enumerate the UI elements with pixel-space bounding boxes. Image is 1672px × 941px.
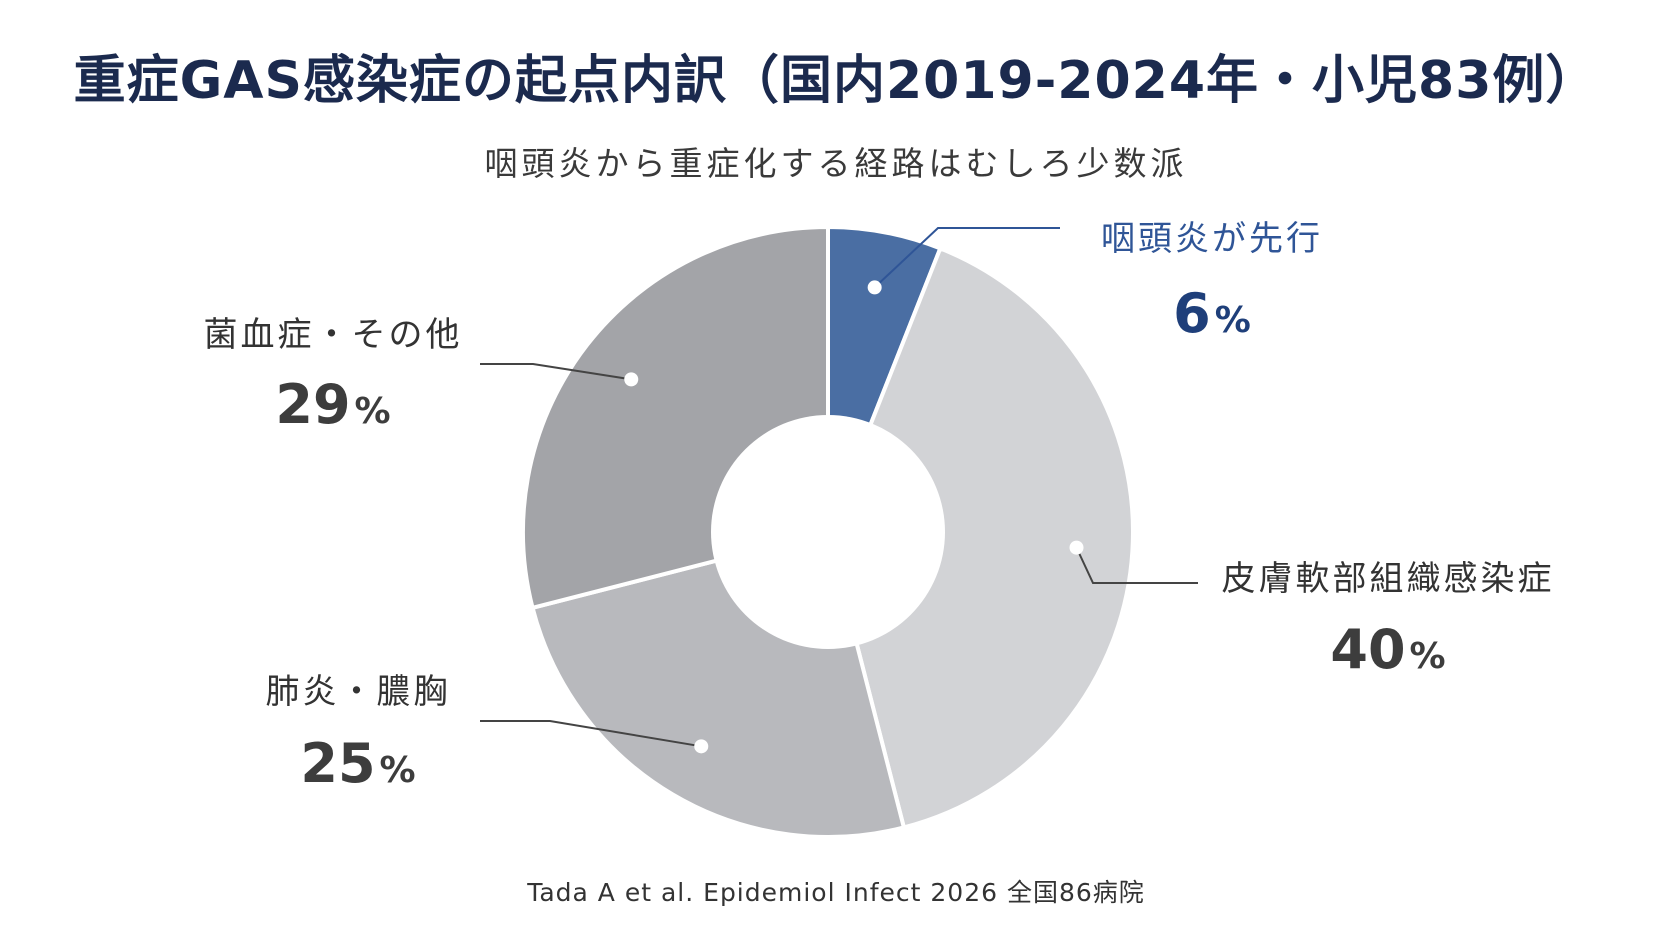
source-note: Tada A et al. Epidemiol Infect 2026 全国86… [527,878,1145,907]
leader-line-0 [873,227,1060,289]
slice-label-1: 皮膚軟部組織感染症 [1222,559,1555,599]
slice-labels: 咽頭炎が先行 6 % 皮膚軟部組織感染症 40 % 肺炎・膿胸 25 % 菌血症・その他 29% [204,219,1555,795]
slice-value-2: 25% [300,732,415,795]
slice-value-1: 40% [1330,618,1445,681]
slice-label-0: 咽頭炎が先行 [1101,219,1323,259]
chart-subtitle: 咽頭炎から重症化する経路はむしろ少数派 [484,144,1188,183]
slice-1 [825,245,1135,830]
slice-value-3: 29% [275,373,390,436]
slice-value-0: 6% [1173,282,1251,345]
leader-dot-2 [694,739,709,754]
leader-line-3 [480,363,632,381]
donut-hole [711,415,945,649]
leader-dot-0 [867,280,882,295]
leader-lines [480,227,1198,754]
leader-line-1 [1075,547,1198,584]
chart-title: 重症GAS感染症の起点内訳（国内2019-2024年・小児83例） [73,51,1599,111]
slice-label-3: 菌血症・その他 [204,315,463,355]
leader-dot-3 [624,372,639,387]
leader-dot-1 [1069,540,1084,555]
slice-label-2: 肺炎・膿胸 [266,672,451,712]
leader-line-2 [480,720,702,748]
